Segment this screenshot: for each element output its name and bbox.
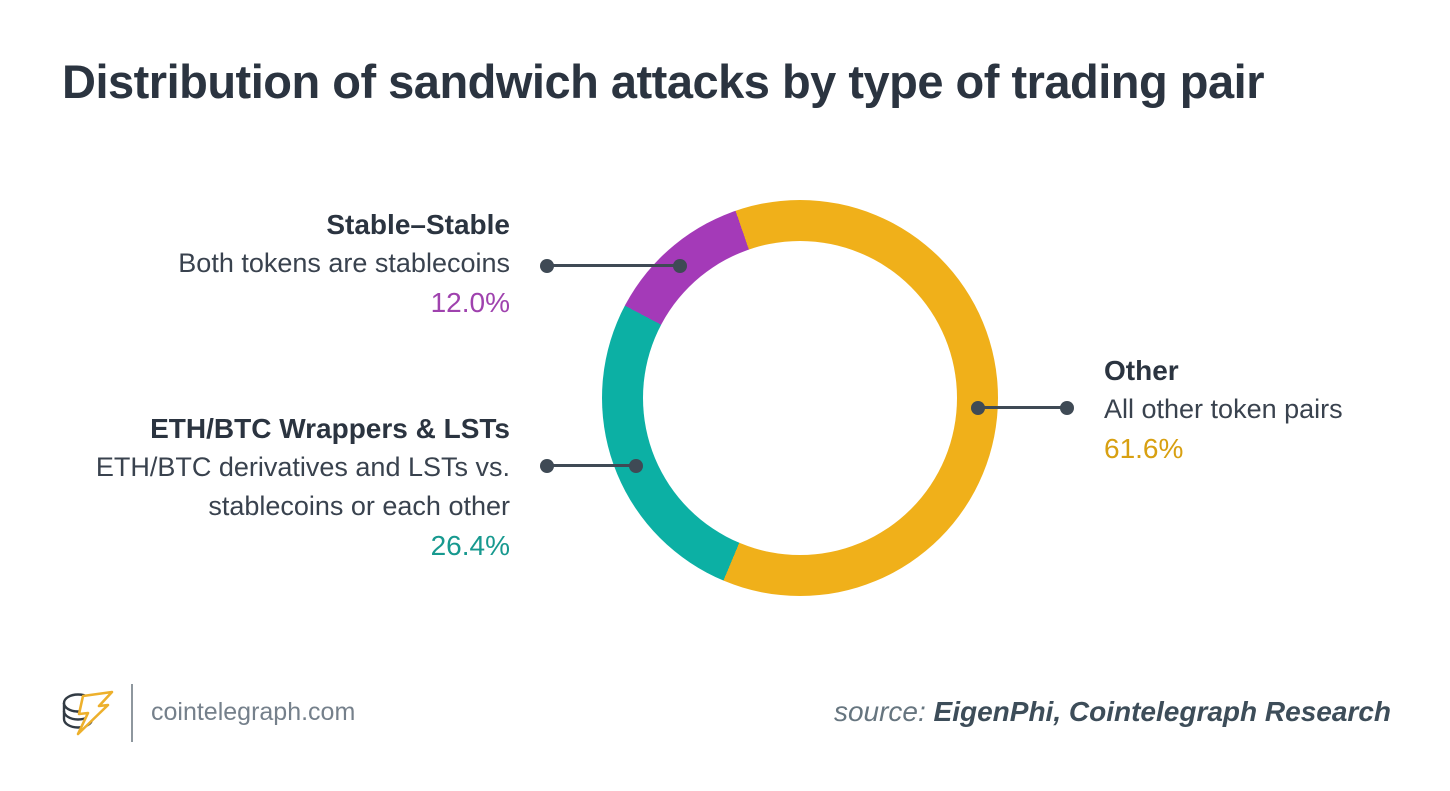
page-title: Distribution of sandwich attacks by type… (62, 55, 1265, 108)
segment-percentage: 61.6% (1104, 433, 1184, 464)
segment-description: ETH/BTC derivatives and LSTs vs. (95, 452, 510, 482)
cointelegraph-logo-icon (62, 690, 114, 736)
segment-percentage: 26.4% (430, 530, 510, 561)
footer-divider (131, 684, 133, 742)
leader-dot (1060, 400, 1074, 415)
callout-ethbtc-wrappers: ETH/BTC Wrappers & LSTs ETH/BTC derivati… (80, 409, 510, 565)
segment-label: ETH/BTC Wrappers & LSTs (150, 413, 510, 444)
source-names: EigenPhi, Cointelegraph Research (933, 696, 1391, 727)
source-attribution: source: EigenPhi, Cointelegraph Research (834, 696, 1391, 728)
donut-hole (643, 241, 957, 555)
segment-label: Stable–Stable (326, 209, 510, 240)
leader-dot (629, 458, 643, 473)
segment-description: stablecoins or each other (208, 491, 510, 521)
callout-other: Other All other token pairs 61.6% (1104, 351, 1434, 468)
segment-description: Both tokens are stablecoins (178, 248, 510, 278)
donut-chart (602, 200, 998, 596)
segment-description: All other token pairs (1104, 394, 1343, 424)
leader-line-ethbtc (540, 458, 643, 473)
segment-label: Other (1104, 355, 1179, 386)
footer-site-label: cointelegraph.com (151, 698, 356, 726)
leader-dot (673, 258, 687, 273)
source-prefix: source: (833, 696, 934, 727)
segment-percentage: 12.0% (430, 287, 510, 318)
leader-dot (540, 258, 554, 273)
leader-dot (971, 400, 985, 415)
callout-stable-stable: Stable–Stable Both tokens are stablecoin… (80, 205, 510, 322)
leader-dot (540, 458, 554, 473)
leader-line-other (971, 400, 1074, 415)
leader-line-stable (540, 258, 687, 273)
